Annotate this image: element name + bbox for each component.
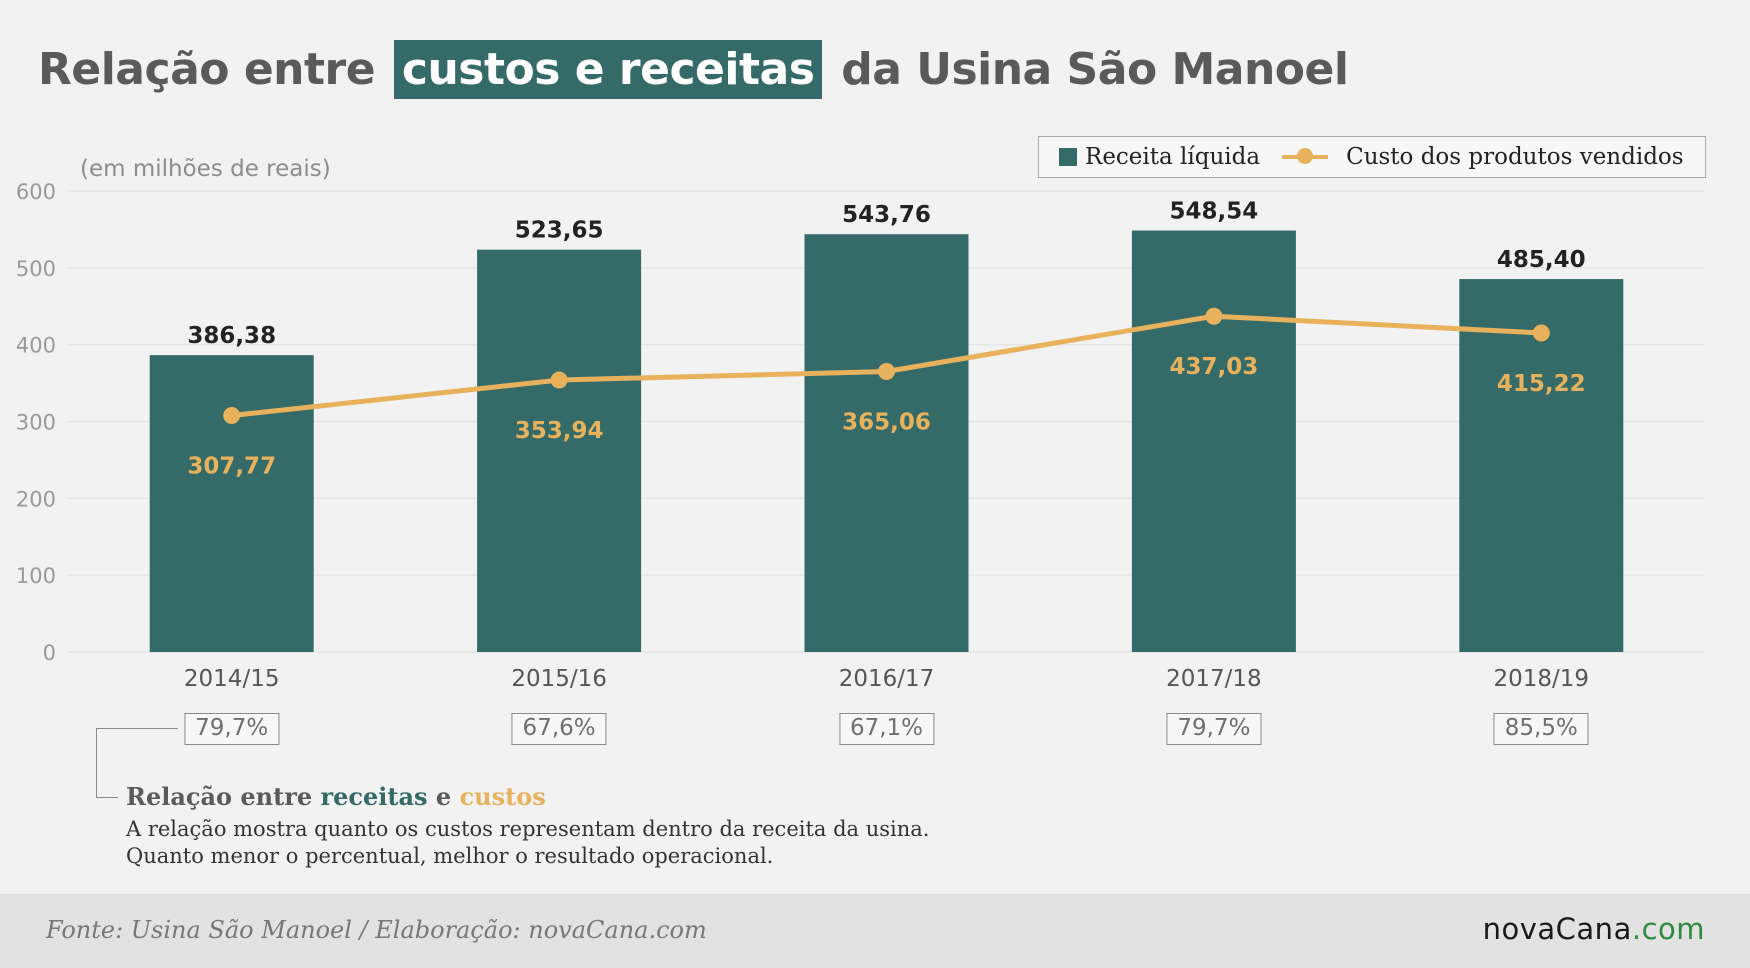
line-value-label: 307,77 bbox=[187, 454, 276, 480]
bar-value-label: 485,40 bbox=[1497, 247, 1586, 273]
ratio-box: 79,7% bbox=[184, 713, 280, 745]
chart-legend: Receita líquida Custo dos produtos vendi… bbox=[1038, 136, 1706, 178]
line-value-label: 353,94 bbox=[515, 418, 604, 444]
title-highlight: custos e receitas bbox=[393, 40, 823, 99]
unit-label: (em milhões de reais) bbox=[80, 156, 331, 182]
y-tick-label: 400 bbox=[16, 334, 56, 358]
note-title-prefix: Relação entre bbox=[126, 782, 313, 811]
y-tick-label: 0 bbox=[43, 641, 56, 665]
note-title-e: e bbox=[435, 782, 452, 811]
chart: 0 100 200 300 400 500 600 386,38 2014/15 523,65 20… bbox=[16, 180, 1705, 692]
y-tick-label: 500 bbox=[16, 257, 56, 281]
bar-value-label: 523,65 bbox=[515, 218, 604, 244]
x-tick-label: 2016/17 bbox=[839, 666, 935, 692]
bar bbox=[477, 249, 642, 653]
note-title: Relação entre receitas e custos bbox=[126, 782, 546, 811]
bar-value-label: 548,54 bbox=[1170, 199, 1259, 225]
brand-main: novaCana bbox=[1482, 912, 1632, 946]
note-connector-tail bbox=[96, 797, 118, 798]
line-point bbox=[223, 407, 241, 425]
y-tick-label: 300 bbox=[16, 411, 56, 435]
ratio-box: 67,1% bbox=[838, 713, 935, 745]
line-value-label: 415,22 bbox=[1497, 371, 1586, 397]
line-point bbox=[550, 371, 568, 389]
bar-value-label: 543,76 bbox=[842, 202, 931, 228]
note-connector bbox=[96, 728, 178, 798]
legend-line-label: Custo dos produtos vendidos bbox=[1346, 144, 1684, 170]
footer: Fonte: Usina São Manoel / Elaboração: no… bbox=[0, 894, 1750, 968]
legend-bar-swatch bbox=[1059, 148, 1077, 166]
note-title-receitas: receitas bbox=[320, 782, 428, 811]
note-line-2: Quanto menor o percentual, melhor o resu… bbox=[126, 844, 774, 868]
title-prefix: Relação entre bbox=[38, 44, 376, 95]
brand-dot: . bbox=[1631, 912, 1642, 946]
source-text: Fonte: Usina São Manoel / Elaboração: no… bbox=[46, 916, 707, 944]
y-tick-label: 600 bbox=[16, 180, 56, 204]
bar bbox=[149, 355, 314, 652]
note-line-1: A relação mostra quanto os custos repres… bbox=[126, 817, 930, 841]
x-tick-label: 2015/16 bbox=[511, 666, 607, 692]
line-point bbox=[1532, 324, 1550, 342]
ratio-box: 85,5% bbox=[1493, 713, 1589, 745]
brand-logo: novaCana.com bbox=[1483, 912, 1705, 946]
y-tick-label: 200 bbox=[16, 487, 56, 511]
line-value-label: 437,03 bbox=[1170, 354, 1259, 380]
line-point bbox=[1205, 307, 1223, 325]
x-tick-label: 2017/18 bbox=[1166, 666, 1262, 692]
title-suffix: da Usina São Manoel bbox=[841, 44, 1349, 95]
ratio-box: 67,6% bbox=[511, 713, 607, 745]
x-tick-label: 2014/15 bbox=[184, 666, 280, 692]
x-tick-label: 2018/19 bbox=[1494, 666, 1590, 692]
note-title-custos: custos bbox=[459, 782, 546, 811]
bar-value-label: 386,38 bbox=[187, 323, 276, 349]
page-title: Relação entre custos e receitas da Usina… bbox=[38, 40, 1349, 99]
legend-line-swatch bbox=[1282, 148, 1329, 164]
ratio-box: 79,7% bbox=[1166, 713, 1262, 745]
legend-bar-label: Receita líquida bbox=[1085, 144, 1261, 170]
line-value-label: 365,06 bbox=[842, 410, 931, 436]
brand-com: com bbox=[1641, 912, 1705, 946]
bar bbox=[1131, 230, 1296, 652]
bar bbox=[804, 234, 969, 652]
y-tick-label: 100 bbox=[16, 564, 56, 588]
line-point bbox=[878, 363, 895, 381]
